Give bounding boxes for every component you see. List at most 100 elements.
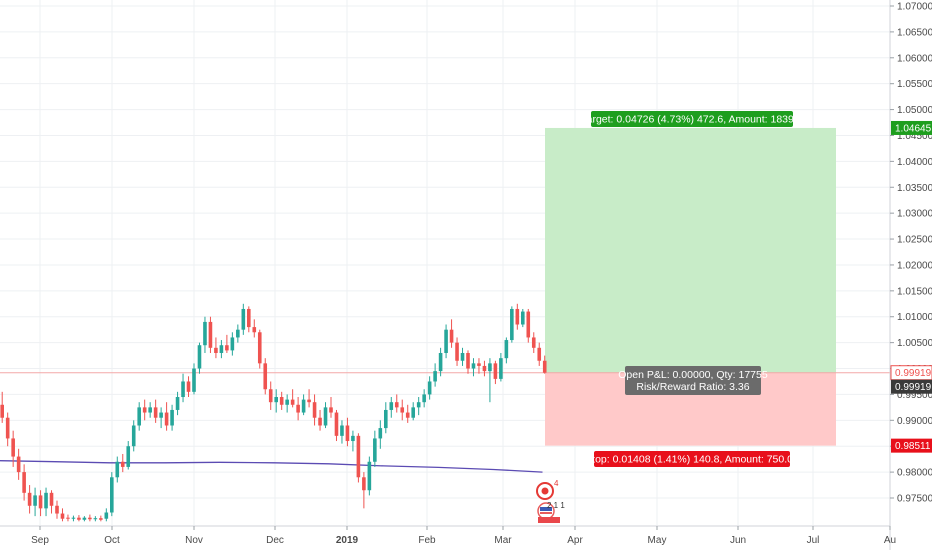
candle <box>159 407 163 429</box>
candle <box>230 332 235 356</box>
event-markers[interactable]: 4 2 1 1 <box>536 479 565 523</box>
candle-body <box>0 404 4 418</box>
candle-body <box>5 417 10 439</box>
candle <box>449 319 454 348</box>
candle <box>197 342 202 374</box>
price-tick-label: 1.06500 <box>897 27 932 38</box>
candle <box>373 430 377 467</box>
target-label[interactable]: Target: 0.04726 (4.73%) 472.6, Amount: 1… <box>581 111 803 127</box>
candles <box>0 303 547 522</box>
candle-body <box>427 381 432 395</box>
candle <box>340 420 344 444</box>
candle-body <box>99 518 103 520</box>
candle-body <box>455 342 459 361</box>
candle <box>77 515 81 522</box>
candle <box>82 516 87 522</box>
candle <box>307 389 311 408</box>
price-tick-label: 1.01500 <box>897 286 932 297</box>
candle-body <box>274 397 278 403</box>
price-tick-label: 0.99500 <box>897 390 932 401</box>
price-tick-label: 0.98000 <box>897 468 932 479</box>
candle <box>537 342 542 366</box>
time-tick-label: Au <box>884 535 896 546</box>
candle-body <box>33 495 37 506</box>
candle <box>88 514 92 522</box>
time-tick-label: Dec <box>266 535 284 546</box>
moving-average-line <box>0 460 543 473</box>
price-tick-label: 0.99000 <box>897 416 932 427</box>
candle-body <box>285 399 289 405</box>
candle-body <box>247 308 251 328</box>
event-marker-icon[interactable]: 4 <box>536 479 559 500</box>
candle-body <box>137 407 141 426</box>
candle-body <box>120 461 125 467</box>
candle-body <box>93 518 98 520</box>
price-tick-label: 1.03500 <box>897 183 932 194</box>
candle <box>181 373 185 403</box>
axis-price-label-text: 0.99919 <box>895 368 932 379</box>
candle <box>318 409 322 431</box>
candle-body <box>22 472 26 493</box>
candle-body <box>531 337 536 348</box>
candle <box>290 389 295 408</box>
candle-body <box>329 407 333 413</box>
candle-body <box>126 446 131 467</box>
candle-body <box>504 340 509 359</box>
time-tick-label: May <box>648 535 667 546</box>
candle-body <box>515 308 520 325</box>
candle <box>71 515 76 522</box>
candle-body <box>16 456 21 473</box>
candle <box>329 397 333 418</box>
target-label-bg <box>591 111 793 127</box>
candle <box>362 472 366 509</box>
position-zones <box>0 127 890 446</box>
candle-body <box>241 308 246 330</box>
price-tick-label: 0.97500 <box>897 494 932 505</box>
candle-body <box>153 407 158 418</box>
candle <box>5 412 10 447</box>
candle <box>257 329 262 369</box>
candle-body <box>444 329 448 353</box>
candle <box>477 358 481 374</box>
flag-icon[interactable]: 2 1 1 <box>537 501 565 523</box>
candle-body <box>312 402 317 418</box>
candle <box>203 316 207 353</box>
candle <box>22 464 26 501</box>
candle-body <box>175 397 180 410</box>
stop-label-text: Stop: 0.01408 (1.41%) 140.8, Amount: 750… <box>585 454 799 466</box>
candle-body <box>236 329 240 338</box>
axis-price-label: 1.04645 <box>891 120 932 135</box>
candle <box>38 490 43 517</box>
candle-body <box>88 517 92 520</box>
candle <box>356 433 361 483</box>
time-tick-label: Feb <box>418 535 436 546</box>
candle-body <box>307 399 311 403</box>
candle <box>493 360 498 385</box>
candle-body <box>142 407 147 413</box>
candle <box>55 500 59 519</box>
candle <box>482 360 487 377</box>
candle <box>225 334 229 353</box>
time-tick-label: Apr <box>567 535 583 546</box>
candle-body <box>38 495 43 509</box>
position-labels: Target: 0.04726 (4.73%) 472.6, Amount: 1… <box>581 111 803 467</box>
candle <box>411 402 415 421</box>
candle <box>60 508 65 522</box>
candle-body <box>104 512 109 519</box>
candle-body <box>290 399 295 405</box>
candle <box>214 337 218 359</box>
profit-zone[interactable] <box>545 127 836 373</box>
candle <box>49 490 54 514</box>
candle-body <box>405 412 410 418</box>
candle-body <box>44 492 48 509</box>
candle <box>27 485 32 514</box>
flag-icon-canton <box>540 507 552 511</box>
candle-body <box>203 321 207 346</box>
stop-label[interactable]: Stop: 0.01408 (1.41%) 140.8, Amount: 750… <box>585 451 799 467</box>
candle-body <box>510 308 514 341</box>
candle <box>285 394 289 413</box>
time-tick-label: Mar <box>494 535 512 546</box>
position-info[interactable]: Open P&L: 0.00000, Qty: 17755Risk/Reward… <box>618 366 768 395</box>
